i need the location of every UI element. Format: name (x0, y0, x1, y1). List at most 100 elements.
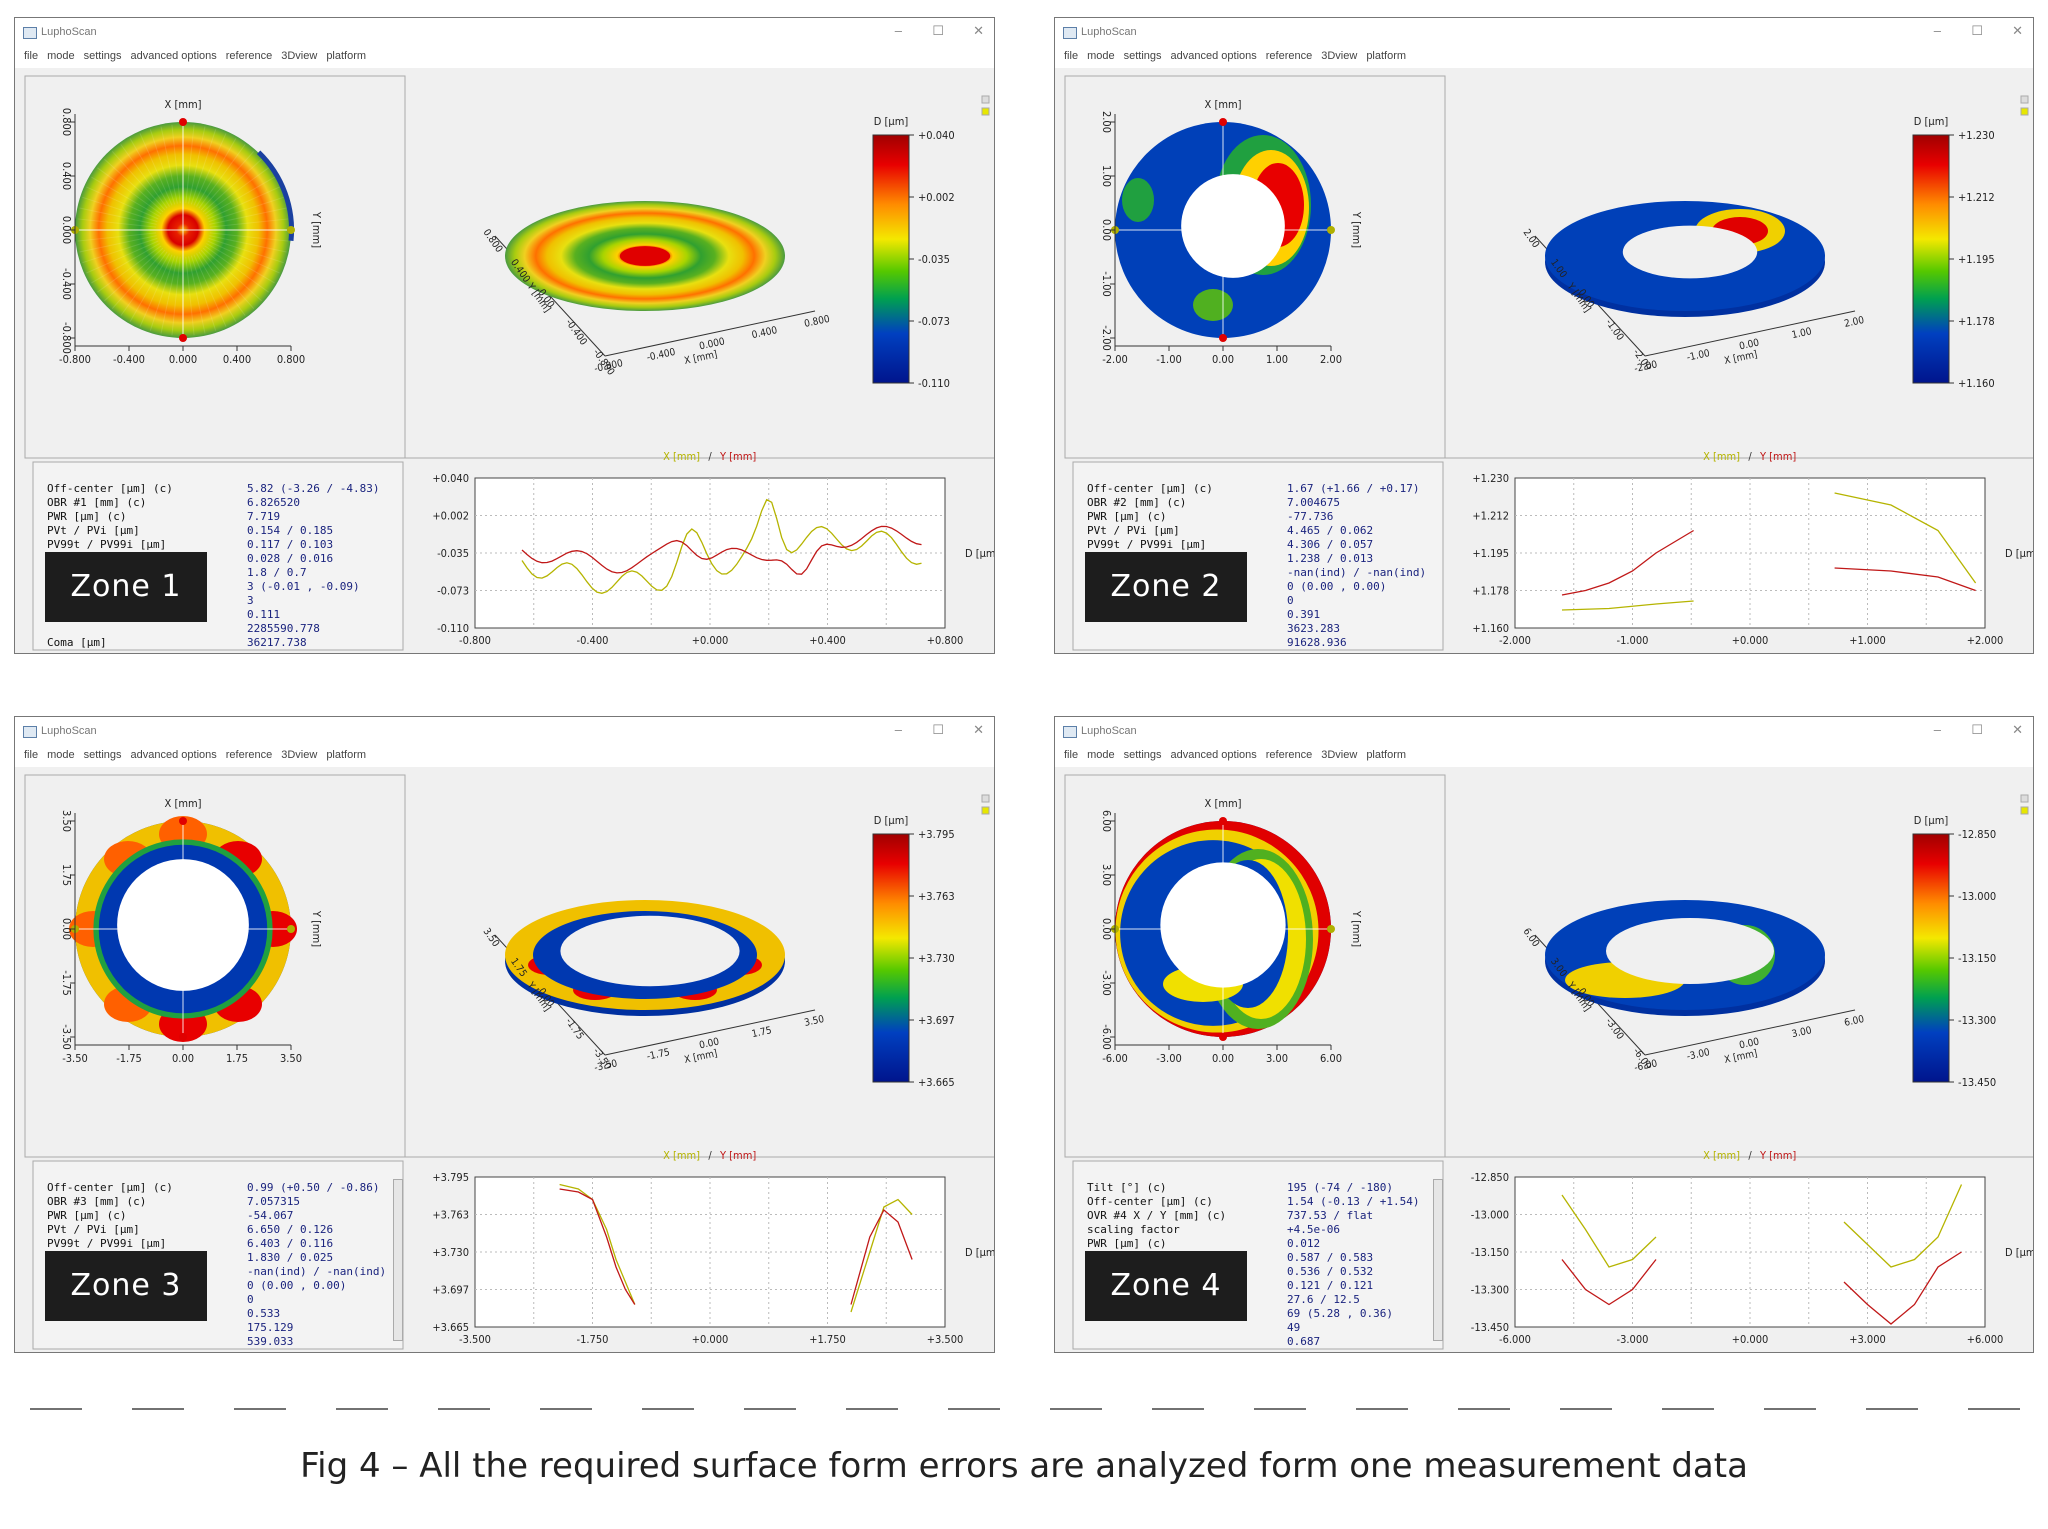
pane-toggle[interactable] (981, 95, 990, 104)
menu-item-advanced-options[interactable]: advanced options (1170, 749, 1257, 761)
menu-item-platform[interactable]: platform (1366, 50, 1407, 62)
menu-item-platform[interactable]: platform (326, 50, 367, 62)
luphoscan-window-4[interactable]: LuphoScan – ☐ ✕ file mode settings advanced opt… (1054, 716, 2034, 1353)
menu-item-settings[interactable]: settings (83, 50, 122, 62)
surface-streak (120, 251, 168, 316)
map-xtick-label: -0.400 (113, 353, 145, 366)
menu-item-reference[interactable]: reference (1265, 50, 1313, 62)
profile-xtick-label: +0.000 (1732, 634, 1769, 647)
maximize-button[interactable]: ☐ (932, 722, 944, 737)
app-icon (23, 27, 37, 39)
surface-streak (79, 235, 157, 253)
stat-label: PWR [µm] (c) (1087, 510, 1167, 523)
app-icon (1063, 27, 1077, 39)
menu-item-advanced-options[interactable]: advanced options (130, 749, 217, 761)
minimize-button[interactable]: – (894, 722, 902, 737)
menu-item-mode[interactable]: mode (1087, 749, 1115, 761)
pane-toggle[interactable] (2020, 794, 2029, 803)
menu-item-file[interactable]: file (1064, 50, 1079, 62)
profile-xtick-label: +6.000 (1967, 1333, 2004, 1346)
pane-toggle[interactable] (981, 107, 990, 116)
pane-toggle[interactable] (981, 806, 990, 815)
menu-item-advanced-options[interactable]: advanced options (130, 50, 217, 62)
stat-value: 0.533 (247, 1307, 281, 1320)
menu-item-platform[interactable]: platform (1366, 749, 1407, 761)
map-xtick-label: 0.00 (172, 1052, 194, 1065)
profile-series-x (559, 1183, 913, 1313)
maximize-button[interactable]: ☐ (1971, 722, 1983, 737)
stat-value: 195 (-74 / -180) (1287, 1181, 1393, 1194)
stat-value: 91628.936 (1287, 636, 1347, 649)
surface-streak (202, 158, 262, 213)
menu-item-file[interactable]: file (24, 749, 39, 761)
stat-value: 0.154 / 0.185 (247, 524, 334, 537)
stats-scrollbar[interactable] (1433, 1179, 1443, 1341)
menu-item-settings[interactable]: settings (1123, 749, 1162, 761)
surface-streak (129, 138, 170, 207)
maximize-button[interactable]: ☐ (1971, 23, 1983, 38)
menu-item-mode[interactable]: mode (47, 749, 75, 761)
stat-value: 7.057315 (247, 1195, 300, 1208)
map-ytick-label: 3.00 (1100, 864, 1113, 886)
iso-x-axis (604, 310, 816, 357)
menu-item-settings[interactable]: settings (83, 749, 122, 761)
map-xtick-label: 3.50 (280, 1052, 302, 1065)
profile-ytick-label: +0.040 (432, 472, 469, 485)
close-button[interactable]: ✕ (973, 722, 984, 737)
iso-xtick-label: -0.400 (646, 347, 677, 364)
minimize-button[interactable]: – (1933, 23, 1941, 38)
pane-toggle[interactable] (981, 794, 990, 803)
luphoscan-window-2[interactable]: LuphoScan – ☐ ✕ file mode settings advanced opt… (1054, 17, 2034, 654)
profile-xtick-label: -0.800 (459, 634, 491, 647)
close-button[interactable]: ✕ (973, 23, 984, 38)
marker-right (287, 925, 295, 933)
menu-item-file[interactable]: file (1064, 749, 1079, 761)
stat-value: 0.391 (1287, 608, 1321, 621)
pane-toggle[interactable] (2020, 806, 2029, 815)
profile-xtick-label: +0.400 (809, 634, 846, 647)
close-button[interactable]: ✕ (2012, 722, 2023, 737)
surface-streak (160, 126, 178, 204)
iso-ytick-label: -3.00 (1603, 1016, 1626, 1042)
minimize-button[interactable]: – (894, 23, 902, 38)
menu-item-3dview[interactable]: 3Dview (1321, 50, 1358, 62)
menu-item-file[interactable]: file (24, 50, 39, 62)
surface-streak (139, 254, 173, 327)
profile-ylabel: D [µm] (965, 547, 995, 560)
menu-item-mode[interactable]: mode (1087, 50, 1115, 62)
menu-item-reference[interactable]: reference (1265, 749, 1313, 761)
menu-item-3dview[interactable]: 3Dview (281, 749, 318, 761)
menu-item-3dview[interactable]: 3Dview (281, 50, 318, 62)
menu-item-reference[interactable]: reference (225, 50, 273, 62)
maximize-button[interactable]: ☐ (932, 23, 944, 38)
colorbar-tick-label: +1.160 (1958, 377, 1995, 390)
luphoscan-window-1[interactable]: LuphoScan – ☐ ✕ file mode settings advanced opt… (14, 17, 995, 654)
stat-label: OBR #2 [mm] (c) (1087, 496, 1187, 509)
map-xtick-label: 6.00 (1320, 1052, 1342, 1065)
menu-item-3dview[interactable]: 3Dview (1321, 749, 1358, 761)
minimize-button[interactable]: – (1933, 722, 1941, 737)
stat-value: 0 (0.00 , 0.00) (247, 1279, 347, 1292)
menu-item-platform[interactable]: platform (326, 749, 367, 761)
stats-scrollbar[interactable] (393, 1179, 403, 1341)
menu-bar: file mode settings advanced options referenc… (1055, 46, 2033, 68)
pane-toggle[interactable] (2020, 107, 2029, 116)
stat-value: 6.403 / 0.116 (247, 1237, 334, 1250)
luphoscan-window-3[interactable]: LuphoScan – ☐ ✕ file mode settings advanced opt… (14, 716, 995, 1353)
stat-label: PVt / PVi [µm] (47, 524, 140, 537)
menu-item-mode[interactable]: mode (47, 50, 75, 62)
close-button[interactable]: ✕ (2012, 23, 2023, 38)
profile-series-x (521, 498, 922, 594)
stat-value: 3623.283 (1287, 622, 1340, 635)
menu-item-advanced-options[interactable]: advanced options (1170, 50, 1257, 62)
iso-xtick-label: -3.00 (1686, 1047, 1711, 1063)
map-ytick-label: 0.00 (60, 918, 73, 940)
zone-label: Zone 2 (1085, 552, 1247, 622)
surface-streak (86, 186, 159, 220)
pane-toggle[interactable] (2020, 95, 2029, 104)
profile-xtick-label: +3.500 (927, 1333, 964, 1346)
iso-xtick-label: -2.00 (1633, 359, 1658, 375)
menu-item-settings[interactable]: settings (1123, 50, 1162, 62)
menu-item-reference[interactable]: reference (225, 749, 273, 761)
iso-ytick-label: 3.50 (481, 926, 502, 949)
